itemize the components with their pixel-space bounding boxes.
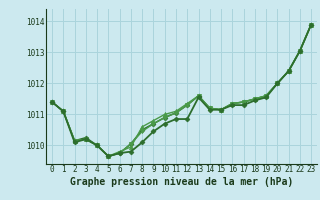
- X-axis label: Graphe pression niveau de la mer (hPa): Graphe pression niveau de la mer (hPa): [70, 177, 293, 187]
